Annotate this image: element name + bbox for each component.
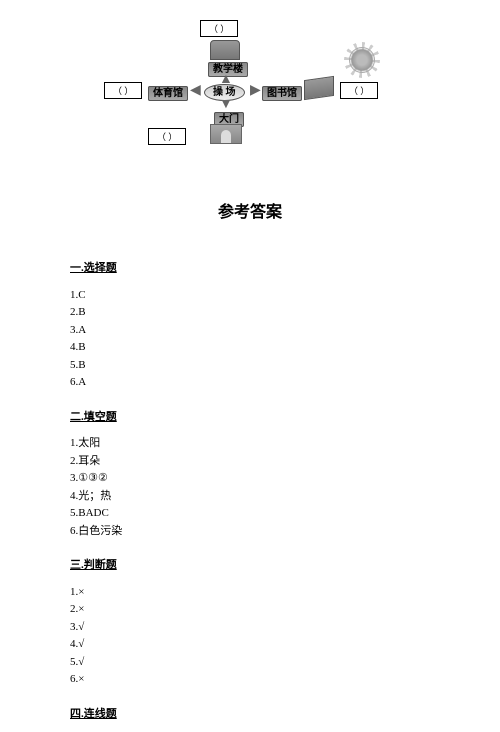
s1-item: 5.B	[70, 357, 430, 374]
s1-item: 4.B	[70, 339, 430, 356]
s3-item: 1.×	[70, 584, 430, 601]
s3-item: 2.×	[70, 601, 430, 618]
s2-item: 6.白色污染	[70, 523, 430, 540]
s2-item: 4.光；热	[70, 488, 430, 505]
s2-item: 3.①③②	[70, 470, 430, 487]
label-left: 体育馆	[148, 84, 188, 99]
center-oval: 操 场	[204, 83, 245, 98]
blank-left: （ ）	[104, 82, 142, 99]
section-1-head: 一.选择题	[70, 260, 430, 277]
s2-item: 1.太阳	[70, 435, 430, 452]
s2-item: 2.耳朵	[70, 453, 430, 470]
blank-right: （ ）	[340, 82, 378, 99]
arrow-left: ◀	[190, 84, 201, 98]
section-3-head: 三.判断题	[70, 557, 430, 574]
s3-item: 6.×	[70, 671, 430, 688]
s3-item: 5.√	[70, 654, 430, 671]
blank-bottom: （ ）	[148, 128, 186, 145]
s1-item: 1.C	[70, 287, 430, 304]
answer-key-title: 参考答案	[0, 198, 500, 222]
label-right: 图书馆	[262, 84, 302, 99]
building-right	[304, 76, 334, 100]
s3-item: 3.√	[70, 619, 430, 636]
blank-top: （ ）	[200, 20, 238, 37]
section-2-head: 二.填空题	[70, 409, 430, 426]
answer-content: 一.选择题 1.C 2.B 3.A 4.B 5.B 6.A 二.填空题 1.太阳…	[70, 242, 430, 732]
s1-item: 6.A	[70, 374, 430, 391]
arrow-right: ▶	[250, 84, 261, 98]
gate-icon	[210, 124, 242, 144]
campus-direction-diagram: （ ） 教学楼 ▲ （ ） 体育馆 ◀ 操 场 ▶ 图书馆 （ ） ▼ 大门 （…	[110, 20, 390, 150]
label-bottom: 大门	[214, 110, 244, 125]
s1-item: 2.B	[70, 304, 430, 321]
s2-item: 5.BADC	[70, 505, 430, 522]
sun-icon	[350, 48, 374, 72]
s1-item: 3.A	[70, 322, 430, 339]
s3-item: 4.√	[70, 636, 430, 653]
building-top	[210, 40, 240, 60]
